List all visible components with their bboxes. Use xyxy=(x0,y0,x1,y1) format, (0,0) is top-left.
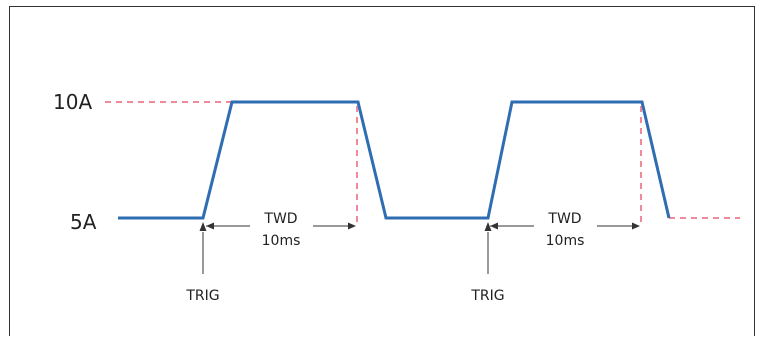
trig-label-2: TRIG xyxy=(470,288,504,304)
twd-label-2: TWD xyxy=(547,211,581,227)
twd-interval-1: TWD 10ms xyxy=(206,211,356,249)
reference-dashed-lines xyxy=(105,101,740,226)
trigger-marker-1: TRIG xyxy=(185,222,220,304)
trigger-arrow-2 xyxy=(484,222,492,231)
twd-arrow-left-2 xyxy=(490,222,498,230)
twd-arrow-right-1 xyxy=(348,222,356,230)
level-label-low: 5A xyxy=(70,210,97,234)
trigger-marker-2: TRIG xyxy=(470,222,505,304)
twd-interval-2: TWD 10ms xyxy=(490,211,640,249)
twd-arrow-left-1 xyxy=(206,222,214,230)
diagram-frame xyxy=(9,6,755,336)
trig-label-1: TRIG xyxy=(185,288,219,304)
twd-label-1: TWD xyxy=(263,211,297,227)
trigger-arrow-1 xyxy=(199,222,207,231)
twd-arrow-right-2 xyxy=(632,222,640,230)
twd-value-2: 10ms xyxy=(546,233,585,249)
twd-value-1: 10ms xyxy=(262,233,301,249)
current-waveform xyxy=(118,100,671,220)
level-label-high: 10A xyxy=(53,90,92,114)
